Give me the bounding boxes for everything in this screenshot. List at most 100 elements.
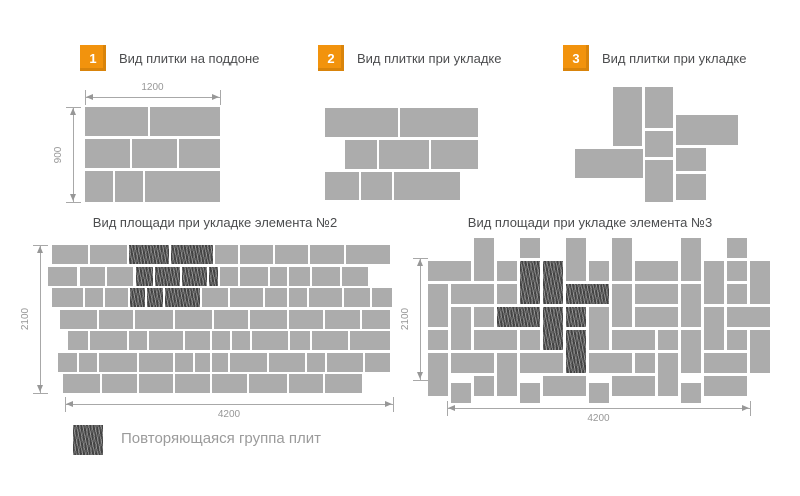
laying-view-3-tile (645, 87, 673, 128)
area-view-3-tile (704, 376, 747, 396)
laying-view-2-tile (431, 140, 478, 169)
area-view-3-tile (451, 307, 471, 350)
area2-height-label: 2100 (20, 307, 31, 331)
area-title-element-3: Вид площади при укладке элемента №3 (467, 215, 713, 230)
area-view-2-tile (342, 267, 368, 286)
area-view-2-tile (214, 310, 248, 329)
pallet-view-tile (85, 171, 113, 202)
area-view-3-tile (451, 353, 494, 373)
section-header-1: 1 Вид плитки на поддоне (80, 45, 259, 71)
area-view-3-tile (704, 353, 747, 373)
area-view-2-repeat-tile (209, 267, 218, 286)
area-view-3-tile (658, 330, 678, 350)
pallet-height-line (73, 107, 74, 202)
area-view-3-tile (520, 238, 540, 258)
area-view-3-tile (474, 330, 517, 350)
area2-height-arrow-icon (37, 246, 43, 253)
area-view-2-tile (185, 331, 210, 350)
laying-view-3-tile (676, 174, 706, 200)
area2-width-tick (65, 397, 66, 412)
area-view-2-tile (252, 331, 288, 350)
area-view-3-tile (681, 383, 701, 403)
area-view-3-tile (681, 238, 701, 281)
area-view-3-tile (543, 376, 586, 396)
area-view-2-tile (80, 267, 105, 286)
area2-width-tick (393, 397, 394, 412)
pallet-width-line (85, 97, 220, 98)
area-view-2-tile (220, 267, 238, 286)
area-view-2-tile (105, 288, 128, 307)
area-view-2-tile (232, 331, 250, 350)
area-view-3-tile (589, 307, 609, 350)
area2-height-tick (33, 245, 48, 246)
area-view-2-repeat-tile (182, 267, 207, 286)
area-view-2-tile (139, 374, 173, 393)
area-view-2-tile (139, 353, 173, 372)
pallet-width-arrow-icon (212, 94, 219, 100)
area-view-2-tile (230, 288, 263, 307)
area-view-3-tile (520, 353, 563, 373)
area2-width-line (65, 404, 393, 405)
section-number-badge: 2 (318, 45, 344, 71)
area-view-2-tile (312, 267, 340, 286)
area-view-3-tile (566, 238, 586, 281)
area-view-3-repeat-tile (566, 330, 586, 373)
area-view-2-tile (307, 353, 325, 372)
area3-width-arrow-icon (742, 405, 749, 411)
laying-view-3-tile (676, 115, 738, 145)
area-view-2-tile (99, 310, 133, 329)
area-view-2-tile (48, 267, 77, 286)
area-title-element-2: Вид площади при укладке элемента №2 (92, 215, 338, 230)
area-view-3-tile (727, 261, 747, 281)
pallet-width-label: 1200 (141, 82, 164, 93)
area-view-3-tile (635, 353, 655, 373)
area2-width-arrow-icon (385, 401, 392, 407)
area-view-3-tile (612, 376, 655, 396)
laying-view-2-tile (345, 140, 377, 169)
area-view-2-tile (175, 310, 212, 329)
area3-height-arrow-icon (417, 372, 423, 379)
legend-repeat-group-swatch (73, 425, 103, 455)
area-view-2-tile (52, 288, 83, 307)
area-view-3-tile (704, 261, 724, 304)
section-header-label: Вид плитки при укладке (357, 50, 502, 66)
laying-view-3-tile (613, 87, 642, 146)
pallet-view-tile (179, 139, 220, 168)
area-view-3-tile (635, 284, 678, 304)
area-view-2-tile (175, 374, 210, 393)
pallet-view-tile (85, 107, 148, 136)
area2-height-tick (33, 393, 48, 394)
area-view-3-tile (589, 383, 609, 403)
area-view-2-repeat-tile (165, 288, 200, 307)
pallet-view-tile (85, 139, 130, 168)
area-view-2-repeat-tile (155, 267, 180, 286)
area3-height-label: 2100 (400, 307, 411, 331)
area-view-2-tile (289, 310, 323, 329)
area-view-2-tile (90, 245, 127, 264)
area-view-3-tile (428, 284, 448, 327)
area-view-2-tile (309, 288, 342, 307)
area-view-2-repeat-tile (130, 288, 145, 307)
area-view-2-tile (212, 374, 247, 393)
area-view-2-tile (240, 245, 273, 264)
area-view-2-tile (175, 353, 193, 372)
area-view-3-tile (612, 284, 632, 327)
area-view-2-tile (90, 331, 127, 350)
area3-width-arrow-icon (448, 405, 455, 411)
area-view-2-tile (265, 288, 287, 307)
area-view-2-tile (102, 374, 137, 393)
area-view-3-repeat-tile (520, 261, 540, 304)
area-view-3-tile (589, 353, 632, 373)
area-view-2-tile (63, 374, 100, 393)
area-view-2-tile (327, 353, 363, 372)
area-view-3-tile (681, 284, 701, 327)
area-view-2-tile (365, 353, 390, 372)
laying-view-2-tile (325, 108, 398, 137)
laying-view-3-tile (645, 160, 673, 202)
pallet-view-tile (132, 139, 177, 168)
area-view-2-tile (129, 331, 147, 350)
laying-view-2-tile (361, 172, 392, 200)
area-view-3-tile (635, 307, 678, 327)
area-view-2-tile (52, 245, 88, 264)
